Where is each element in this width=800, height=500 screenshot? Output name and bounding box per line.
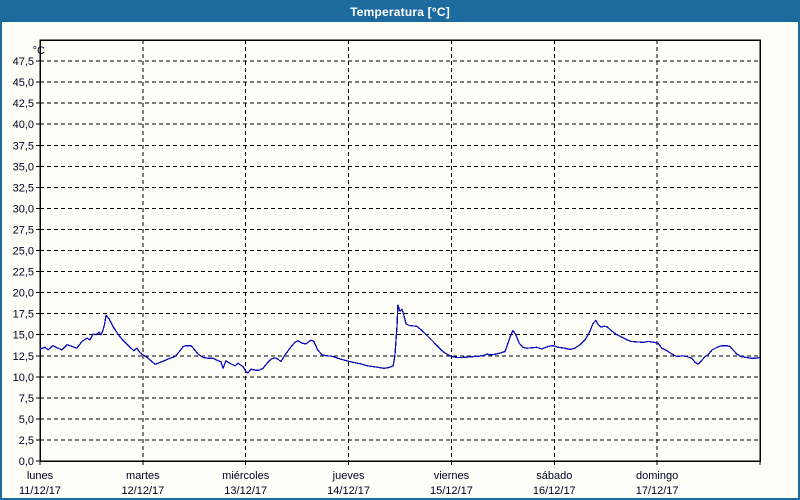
x-day-label: martes	[126, 470, 160, 482]
window-title: Temperatura [°C]	[350, 5, 450, 19]
x-day-label: sábado	[536, 470, 572, 482]
y-tick-label: 20,0	[13, 288, 34, 300]
x-date-label: 14/12/17	[327, 485, 370, 497]
x-date-label: 11/12/17	[19, 485, 61, 497]
y-tick-label: 2,5	[19, 435, 34, 447]
title-bar: Temperatura [°C]	[2, 2, 798, 22]
x-day-label: jueves	[332, 470, 365, 482]
y-tick-label: 47,5	[13, 56, 34, 68]
y-tick-label: 22,5	[13, 267, 34, 279]
y-tick-label: 27,5	[13, 224, 34, 236]
x-day-label: viernes	[434, 470, 470, 482]
y-tick-label: 32,5	[13, 182, 34, 194]
x-date-label: 13/12/17	[224, 485, 267, 497]
y-axis-unit-label: °C	[33, 45, 45, 57]
y-tick-label: 7,5	[19, 393, 34, 405]
y-tick-label: 37,5	[13, 140, 34, 152]
y-tick-label: 42,5	[13, 98, 34, 110]
y-tick-label: 40,0	[13, 119, 34, 131]
x-date-label: 12/12/17	[121, 485, 164, 497]
x-day-label: miércoles	[222, 470, 270, 482]
x-date-label: 16/12/17	[533, 485, 576, 497]
y-tick-label: 12,5	[13, 351, 34, 363]
y-tick-label: 10,0	[13, 372, 34, 384]
x-date-label: 15/12/17	[430, 485, 473, 497]
y-tick-label: 25,0	[13, 246, 34, 258]
x-day-label: lunes	[27, 470, 54, 482]
temperature-line	[39, 304, 761, 374]
y-tick-label: 0,0	[19, 456, 34, 468]
temperature-trend-chart: 0,0 2,5 5,0 7,5 10,0 12,5 15,0 17,5 20,0 22,5 25,0…	[13, 39, 761, 497]
chart-area: 0,0 2,5 5,0 7,5 10,0 12,5 15,0 17,5 20,0 22,5 25,0…	[2, 22, 798, 498]
y-tick-label: 15,0	[13, 330, 34, 342]
x-date-label: 17/12/17	[636, 485, 679, 497]
y-tick-label: 5,0	[19, 414, 34, 426]
y-tick-label: 17,5	[13, 309, 34, 321]
x-day-label: domingo	[636, 470, 678, 482]
y-tick-label: 30,0	[13, 203, 34, 215]
y-tick-label: 45,0	[13, 77, 34, 89]
y-tick-label: 35,0	[13, 161, 34, 173]
plot-border	[39, 39, 761, 462]
